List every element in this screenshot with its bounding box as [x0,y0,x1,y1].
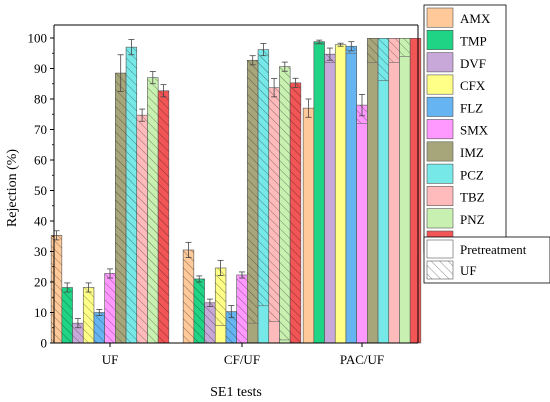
uf-hatch-dvf-cf-uf [204,302,216,343]
uf-hatch-tbz-cf-uf [268,87,280,322]
uf-hatch-smx-uf [104,273,116,343]
y-tick-label-50: 50 [34,183,47,198]
y-tick-label-80: 80 [34,92,47,107]
y-tick-label-0: 0 [41,336,48,351]
legend-swatch-pnz [426,208,454,229]
uf-hatch-imz-uf [115,73,127,343]
y-tick-label-20: 20 [34,275,47,290]
pattern-label-pretreatment: Pretreatment [460,242,527,257]
y-axis-title: Rejection (%) [5,149,20,227]
uf-hatch-flz-cf-uf [225,311,237,343]
bar-cfx-pac-uf [334,44,347,344]
y-tick-label-60: 60 [34,153,47,168]
uf-hatch-pcz-uf [126,47,137,344]
pattern-label-uf: UF [460,263,477,278]
uf-hatch-flz-uf [93,312,105,343]
legend-label-flz: FLZ [460,100,483,115]
pattern-swatch-uf [426,260,454,280]
x-tick-label-cf-uf: CF/UF [224,352,260,367]
plot-area [50,38,422,344]
uf-hatch-dtb-uf [158,90,169,343]
y-tick-label-30: 30 [34,244,47,259]
x-tick-label-uf: UF [102,352,119,367]
axes: 0 10 20 30 40 50 60 70 80 90 100 UF CF/UF PAC/UF [28,24,419,367]
uf-hatch-imz-pac-uf [367,38,379,63]
pattern-swatch-pretreatment [426,239,454,259]
uf-hatch-tmp-cf-uf [193,278,205,343]
bar-dtb-pac-uf [409,38,422,344]
uf-hatch-cfx-uf [83,287,94,343]
legend-swatch-dvf [426,52,454,73]
legend-label-cfx: CFX [460,78,486,93]
bar-smx-pac-uf [356,104,368,344]
uf-hatch-cfx-cf-uf [215,267,226,326]
bar-tmp-pac-uf [313,41,325,344]
uf-hatch-imz-cf-uf [247,60,259,324]
legend-swatch-amx [426,7,454,28]
uf-hatch-pcz-cf-uf [258,49,269,306]
uf-hatch-tbz-uf [136,115,148,343]
bar-tbz-pac-uf [388,38,400,344]
legend-label-pcz: PCZ [460,167,484,182]
legend-label-dvf: DVF [460,56,486,71]
bar-pnz-pac-uf [399,38,411,344]
y-tick-label-90: 90 [34,61,47,76]
y-tick-label-100: 100 [28,31,48,46]
bar-dvf-pac-uf [324,53,336,344]
legend-swatch-flz [426,96,454,117]
x-axis-title: SE1 tests [210,385,262,400]
legend-label-tbz: TBZ [460,190,485,205]
legend-swatch-cfx [426,74,454,95]
x-tick-label-pac-uf: PAC/UF [340,352,384,367]
legend-swatch-tbz [426,186,454,206]
uf-hatch-tmp-uf [61,287,73,343]
uf-hatch-pcz-pac-uf [378,38,389,81]
bar-imz-pac-uf [367,38,379,344]
legend-label-tmp: TMP [460,33,487,48]
y-tick-label-70: 70 [34,122,47,137]
bar-pcz-pac-uf [377,38,390,344]
bar-amx-pac-uf [302,107,315,344]
uf-hatch-tbz-pac-uf [388,38,400,63]
uf-hatch-pnz-uf [147,77,159,344]
uf-hatch-pnz-cf-uf [279,66,291,340]
legend-label-amx: AMX [460,11,491,26]
bar-flz-pac-uf [345,45,357,344]
y-tick-label-40: 40 [34,214,47,229]
legend-label-pnz: PNZ [460,212,485,227]
legend-swatch-imz [426,141,454,162]
legend: AMXTMPDVFCFXFLZSMXIMZPCZTBZPNZDTBPretrea… [423,4,550,284]
legend-label-smx: SMX [460,123,489,138]
legend-swatch-pcz [426,163,454,184]
uf-hatch-amx-cf-uf [183,249,194,343]
uf-hatch-dtb-cf-uf [290,82,301,344]
uf-hatch-smx-cf-uf [236,274,248,343]
legend-swatch-tmp [426,29,454,50]
y-tick-label-10: 10 [34,305,47,320]
uf-hatch-pnz-pac-uf [399,38,411,57]
uf-hatch-dvf-uf [72,323,84,343]
legend-label-imz: IMZ [460,145,484,160]
uf-hatch-amx-uf [51,235,62,343]
legend-swatch-smx [426,119,454,140]
